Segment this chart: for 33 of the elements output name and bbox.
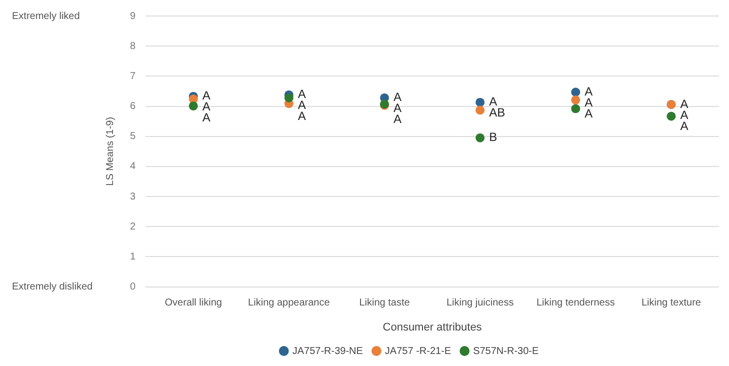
y-tick-label: 8 — [130, 40, 136, 52]
point — [476, 133, 485, 142]
y-tick-label: 7 — [130, 70, 136, 82]
y-tick-label: 1 — [130, 251, 136, 262]
y-tick-label: 4 — [130, 161, 136, 172]
x-tick-label: Liking tenderness — [536, 298, 615, 309]
point — [666, 112, 676, 121]
x-tick-label: Liking juiciness — [446, 298, 514, 309]
y-tick-label: 5 — [130, 131, 136, 142]
y-axis-title: LS Means (1-9) — [104, 116, 116, 186]
point — [571, 104, 580, 114]
x-tick-label: Overall liking — [164, 298, 222, 309]
point — [476, 98, 485, 107]
point — [188, 101, 198, 110]
text: Extremely liked — [12, 10, 80, 22]
x-axis-title: Consumer attributes — [382, 321, 482, 334]
point — [571, 88, 580, 97]
y-tick-label: 2 — [130, 221, 136, 232]
x-tick-label: Liking appearance — [248, 298, 330, 309]
point — [284, 93, 294, 102]
legend-label: JA757 -R-21-E — [384, 346, 452, 357]
y-tick-label: 6 — [130, 101, 136, 112]
y-tick-label: 9 — [130, 10, 136, 22]
x-tick-label: Liking texture — [641, 298, 702, 309]
legend-label: JA757-R-39-NE — [292, 346, 364, 357]
point — [476, 106, 485, 115]
y-tick-label: 0 — [130, 282, 136, 293]
text: Extremely disliked — [12, 282, 93, 293]
legend-label: S757N-R-30-E — [473, 346, 539, 357]
point — [571, 95, 580, 104]
y-tick-label: 3 — [130, 191, 136, 202]
data-label: B — [489, 130, 498, 144]
x-tick-label: Liking taste — [359, 298, 410, 309]
